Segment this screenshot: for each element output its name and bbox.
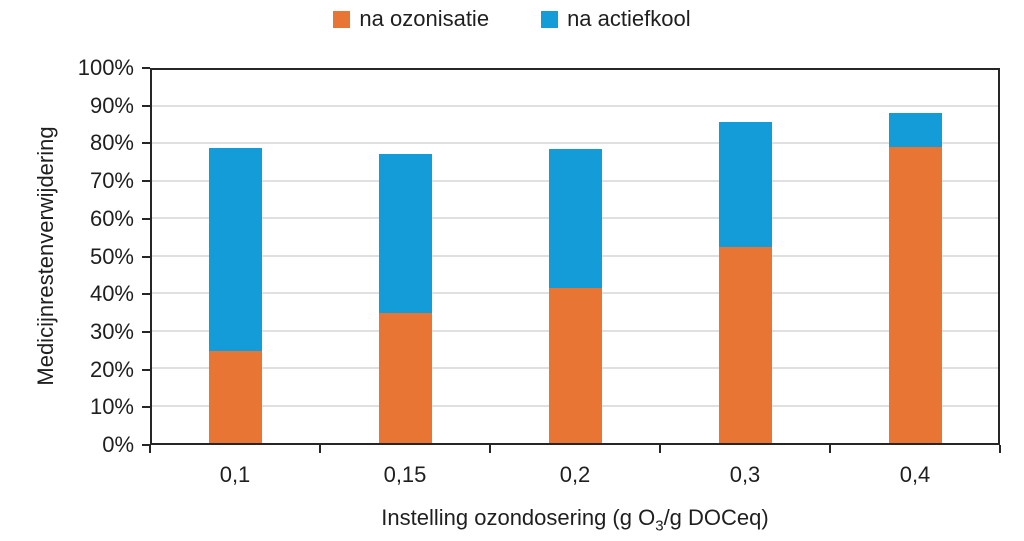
x-axis-tick (829, 445, 831, 453)
bar-segment-actiefkool (888, 112, 942, 148)
legend-swatch-actiefkool (541, 10, 559, 28)
y-tick-label: 20% (89, 356, 134, 382)
x-axis-tick (659, 445, 661, 453)
y-tick-label: 90% (89, 92, 134, 118)
y-axis-tick (142, 217, 150, 220)
bar-segment-actiefkool (208, 147, 262, 352)
bar-segment-actiefkool (378, 153, 432, 313)
gridline (152, 104, 998, 107)
y-tick-label: 70% (89, 168, 134, 194)
y-tick-label: 60% (89, 205, 134, 231)
y-axis-tick (142, 104, 150, 107)
plot-area (150, 68, 1000, 445)
y-tick-label: 40% (89, 281, 134, 307)
legend-swatch-ozonisatie (333, 10, 351, 28)
x-tick-label: 0,15 (383, 462, 427, 487)
x-axis-title-suffix: /g DOCeq) (663, 505, 769, 530)
y-axis-tick (142, 444, 150, 446)
x-axis-tick (999, 445, 1001, 453)
legend-label-actiefkool: na actiefkool (567, 6, 691, 31)
bar-segment-ozonisatie (548, 288, 602, 443)
chart-legend: na ozonisatie na actiefkool (0, 6, 1024, 32)
y-tick-label: 10% (89, 394, 134, 420)
y-tick-label: 100% (77, 55, 134, 80)
x-axis-tick (319, 445, 321, 453)
x-axis-tick (149, 445, 151, 453)
y-axis-tick (142, 406, 150, 409)
y-axis-tick (142, 330, 150, 333)
y-tick-label: 50% (89, 243, 134, 269)
bar-segment-actiefkool (548, 149, 602, 289)
bar-segment-ozonisatie (888, 147, 942, 443)
bar-segment-ozonisatie (378, 312, 432, 443)
y-axis-tick (142, 142, 150, 145)
y-axis-tick (142, 368, 150, 371)
x-tick-label: 0,3 (729, 462, 761, 487)
legend-label-ozonisatie: na ozonisatie (359, 6, 490, 31)
x-tick-label: 0,4 (899, 462, 931, 487)
x-tick-label: 0,2 (559, 462, 591, 487)
y-axis-tick (142, 293, 150, 296)
y-tick-label: 0% (102, 432, 134, 457)
x-axis-tick (489, 445, 491, 453)
bar-segment-actiefkool (718, 122, 772, 247)
y-axis-tick (142, 180, 150, 183)
y-tick-label: 30% (89, 318, 134, 344)
legend-item-actiefkool: na actiefkool (541, 6, 691, 32)
x-axis-title-prefix: Instelling ozondosering (g O (381, 505, 656, 530)
y-axis-tick (142, 255, 150, 258)
x-axis-title: Instelling ozondosering (g O3/g DOCeq) (150, 505, 1000, 534)
y-axis-tick (142, 67, 150, 69)
bar-segment-ozonisatie (208, 351, 262, 443)
x-axis-title-subscript: 3 (655, 517, 664, 535)
bar-segment-ozonisatie (718, 246, 772, 443)
legend-item-ozonisatie: na ozonisatie (333, 6, 489, 32)
gridline (152, 142, 998, 144)
x-tick-label: 0,1 (219, 462, 251, 487)
y-tick-label: 80% (89, 130, 134, 156)
